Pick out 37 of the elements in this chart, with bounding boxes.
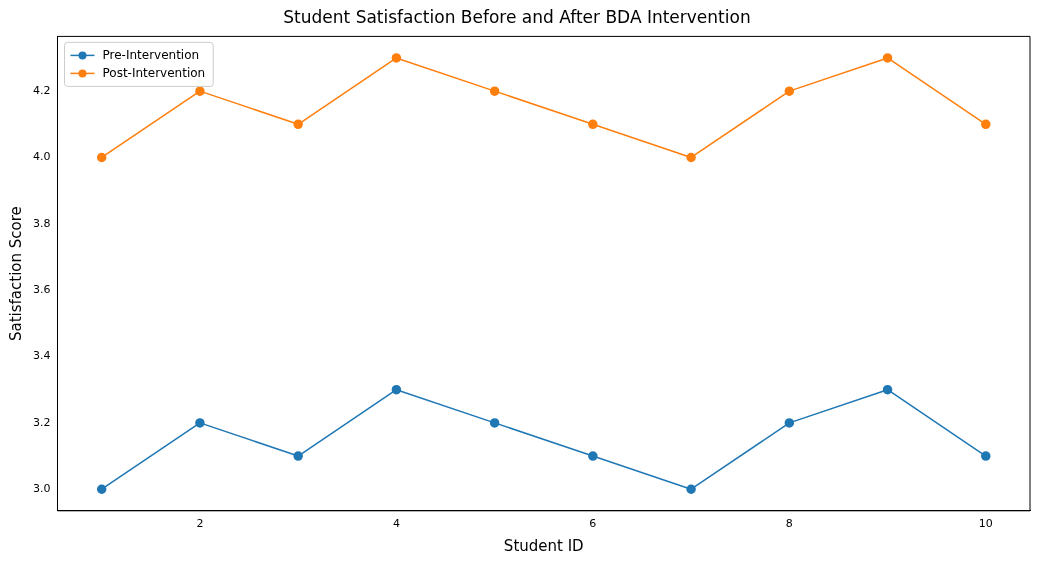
y-tick-label: 3.4 bbox=[32, 349, 51, 363]
legend-label: Post-Intervention bbox=[102, 65, 206, 80]
x-tick-label: 10 bbox=[978, 517, 993, 531]
point bbox=[195, 86, 205, 96]
x-tick-label: 4 bbox=[392, 517, 400, 531]
point bbox=[293, 119, 303, 130]
x-tick-label: 6 bbox=[589, 517, 597, 531]
point bbox=[391, 53, 402, 63]
point bbox=[489, 418, 500, 428]
y-tick-label: 3.6 bbox=[32, 283, 51, 297]
point bbox=[686, 152, 696, 163]
legend-label: Pre-Intervention bbox=[102, 47, 200, 62]
y-tick-label: 3.2 bbox=[32, 415, 51, 429]
point bbox=[489, 86, 500, 96]
y-tick-label: 3.8 bbox=[32, 216, 51, 230]
y-axis-title: Satisfaction Score bbox=[6, 206, 25, 342]
x-tick-label: 2 bbox=[196, 517, 204, 531]
y-tick-label: 3.0 bbox=[32, 482, 51, 496]
x-axis-title: Student ID bbox=[503, 536, 584, 555]
point bbox=[293, 451, 303, 461]
chart-title: Student Satisfaction Before and After BDA Intervention bbox=[283, 6, 751, 27]
point bbox=[686, 484, 696, 494]
y-tick-label: 4.2 bbox=[32, 84, 51, 97]
point bbox=[981, 451, 991, 461]
point bbox=[588, 119, 598, 130]
x-tick-label: 8 bbox=[785, 517, 793, 531]
point bbox=[882, 384, 893, 395]
point bbox=[96, 152, 107, 163]
point bbox=[882, 53, 893, 63]
point bbox=[784, 418, 795, 428]
point bbox=[588, 451, 598, 461]
point bbox=[981, 119, 991, 130]
point bbox=[784, 86, 795, 96]
y-tick-label: 4.0 bbox=[32, 150, 51, 164]
point bbox=[195, 418, 205, 428]
point bbox=[96, 484, 107, 494]
point bbox=[391, 384, 402, 395]
